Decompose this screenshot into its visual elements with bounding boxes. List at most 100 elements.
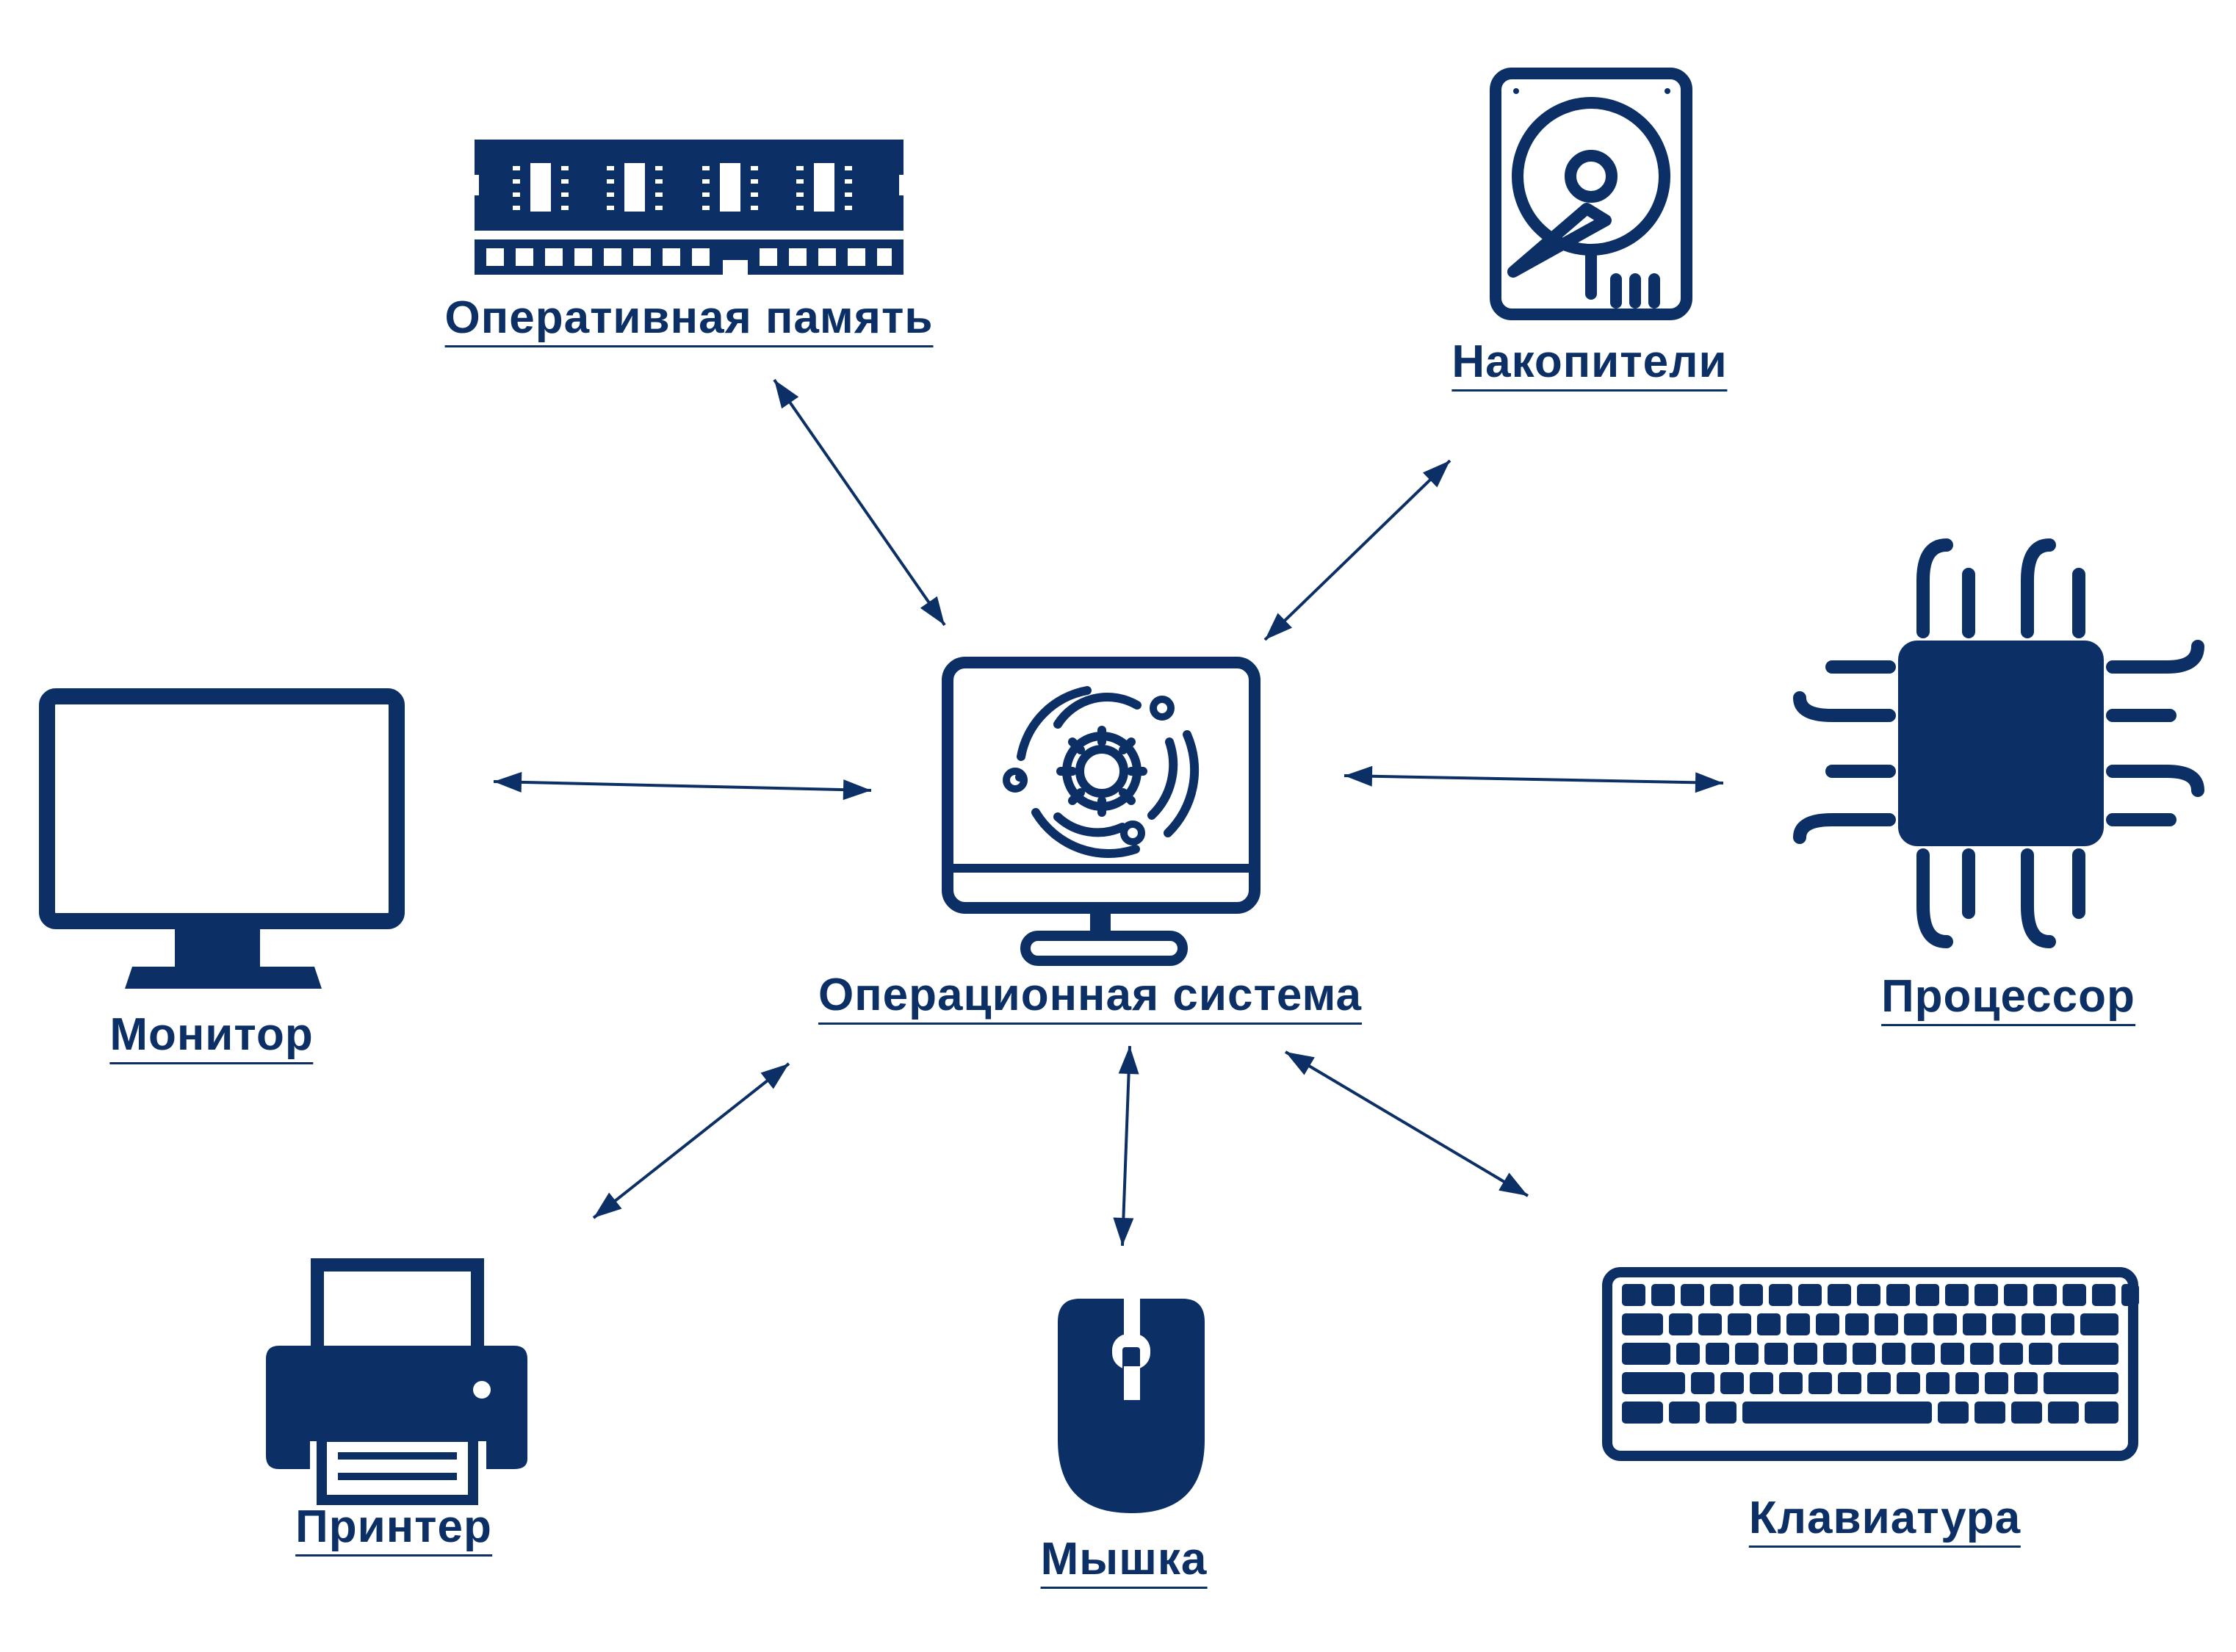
- keyboard-key: [1916, 1284, 1939, 1306]
- keyboard-key: [2044, 1372, 2118, 1394]
- keyboard-key: [2063, 1284, 2086, 1306]
- keyboard-key: [1651, 1284, 1675, 1306]
- keyboard-key: [1875, 1313, 1898, 1335]
- keyboard-key: [1974, 1402, 2005, 1424]
- connections: [493, 378, 1724, 1247]
- os-monitor-gear-icon: [942, 657, 1261, 966]
- keyboard-key: [1985, 1372, 2008, 1394]
- keyboard-key: [2051, 1313, 2074, 1335]
- keyboard-key: [1794, 1343, 1817, 1365]
- arrow-head: [1695, 772, 1723, 793]
- keyboard-key: [1823, 1343, 1847, 1365]
- keyboard-key: [2058, 1343, 2118, 1365]
- label-cpu: Процессор: [1881, 974, 2135, 1026]
- arrow-head: [1118, 1046, 1139, 1075]
- keyboard-key: [1992, 1313, 2016, 1335]
- arrow-head: [774, 380, 799, 409]
- arrow-head: [760, 1064, 789, 1089]
- keyboard-key: [2022, 1313, 2045, 1335]
- keyboard-key: [1779, 1372, 1803, 1394]
- keyboard-key: [1963, 1313, 1986, 1335]
- keyboard-key: [1945, 1284, 1969, 1306]
- keyboard-key: [1955, 1372, 1979, 1394]
- keyboard-key: [1742, 1402, 1932, 1424]
- keyboard-key: [1691, 1372, 1714, 1394]
- keyboard-key: [2092, 1284, 2116, 1306]
- label-mouse: Мышка: [1040, 1537, 1208, 1589]
- keyboard-key: [1816, 1313, 1839, 1335]
- label-ram: Оперативная память: [444, 295, 934, 347]
- arrow-head: [1285, 1052, 1315, 1075]
- arrow-head: [1344, 765, 1373, 787]
- keyboard-key: [1669, 1402, 1700, 1424]
- keyboard-key: [1720, 1372, 1744, 1394]
- keyboard-key: [2048, 1402, 2079, 1424]
- keyboard-key: [1676, 1343, 1700, 1365]
- keyboard-key: [1808, 1372, 1832, 1394]
- arrow-head: [494, 771, 522, 793]
- arrow-storage: [1263, 459, 1451, 641]
- label-printer: Принтер: [295, 1504, 492, 1557]
- keyboard-key: [1706, 1402, 1736, 1424]
- keyboard-key: [1926, 1372, 1950, 1394]
- keyboard-key: [1622, 1343, 1670, 1365]
- keyboard-key: [1769, 1284, 1792, 1306]
- keyboard-key: [1886, 1284, 1910, 1306]
- arrow-head: [1422, 461, 1450, 488]
- keyboard-key: [1911, 1343, 1935, 1365]
- keyboard-key: [1710, 1284, 1734, 1306]
- keyboard-key: [1857, 1284, 1880, 1306]
- keyboard-key: [2014, 1372, 2038, 1394]
- keyboard-key: [2080, 1313, 2118, 1335]
- keyboard-key: [1974, 1284, 1998, 1306]
- keyboard-key: [1845, 1313, 1869, 1335]
- ram-module-icon: [467, 140, 911, 276]
- arrow-keyboard: [1284, 1050, 1529, 1197]
- keyboard-key: [1786, 1313, 1810, 1335]
- arrow-monitor: [493, 780, 872, 792]
- printer-icon: [266, 1258, 527, 1505]
- keyboard-key: [1698, 1313, 1722, 1335]
- keyboard-key: [1999, 1343, 2023, 1365]
- arrow-heads: [494, 380, 1723, 1246]
- keyboard-key: [1739, 1284, 1763, 1306]
- keyboard-key: [1897, 1372, 1920, 1394]
- keyboard-key: [2004, 1284, 2027, 1306]
- arrow-mouse: [1121, 1045, 1131, 1247]
- keyboard-key: [1757, 1313, 1781, 1335]
- keyboard-key: [2029, 1343, 2052, 1365]
- arrow-cpu: [1344, 774, 1724, 784]
- arrow-head: [843, 779, 871, 801]
- keyboard-key: [1622, 1284, 1645, 1306]
- keyboard-key: [1904, 1313, 1927, 1335]
- arrow-head: [1113, 1217, 1134, 1246]
- keyboard-key: [1970, 1343, 1994, 1365]
- keyboard-key: [1941, 1343, 1964, 1365]
- keyboard-key: [2033, 1284, 2057, 1306]
- keyboard-key: [2011, 1402, 2042, 1424]
- keyboard-key: [1622, 1402, 1663, 1424]
- arrow-printer: [592, 1062, 790, 1219]
- keyboard-key: [1728, 1313, 1751, 1335]
- arrow-head: [920, 596, 945, 625]
- keyboard-key: [1867, 1372, 1891, 1394]
- keyboard-key: [2121, 1284, 2139, 1306]
- keyboard-key: [1853, 1343, 1876, 1365]
- keyboard-key: [1622, 1372, 1685, 1394]
- label-keyboard: Клавиатура: [1748, 1496, 2022, 1548]
- processor-chip-icon: [1793, 538, 2204, 948]
- keyboard-key: [1669, 1313, 1692, 1335]
- keyboard-key: [1750, 1372, 1773, 1394]
- keyboard-key: [1681, 1284, 1704, 1306]
- arrow-head: [1499, 1172, 1528, 1196]
- keyboard-key: [1933, 1313, 1957, 1335]
- keyboard-key: [1622, 1313, 1663, 1335]
- keyboard-key: [1735, 1343, 1759, 1365]
- monitor-icon: [39, 688, 405, 989]
- arrow-head: [1265, 613, 1293, 640]
- mouse-icon: [1058, 1294, 1205, 1513]
- keyboard-key: [1838, 1372, 1861, 1394]
- keyboard-key: [2085, 1402, 2118, 1424]
